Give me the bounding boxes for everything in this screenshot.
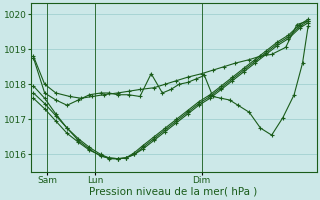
X-axis label: Pression niveau de la mer( hPa ): Pression niveau de la mer( hPa ) [90,187,258,197]
